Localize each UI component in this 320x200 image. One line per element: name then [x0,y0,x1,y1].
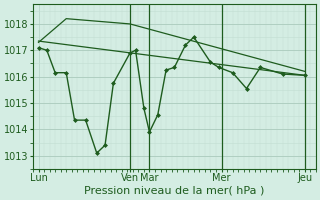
X-axis label: Pression niveau de la mer( hPa ): Pression niveau de la mer( hPa ) [84,186,265,196]
